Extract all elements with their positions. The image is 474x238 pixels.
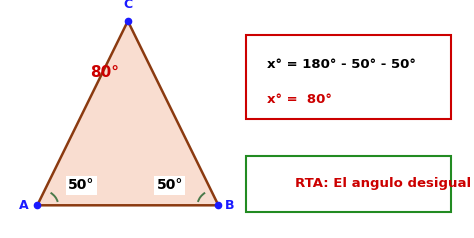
- Text: A: A: [18, 199, 28, 212]
- Text: C: C: [123, 0, 132, 11]
- Text: 50°: 50°: [156, 178, 183, 193]
- Text: x° = 180° - 50° - 50°: x° = 180° - 50° - 50°: [267, 58, 416, 71]
- FancyBboxPatch shape: [246, 156, 451, 212]
- FancyBboxPatch shape: [246, 35, 451, 119]
- Text: 80°: 80°: [90, 65, 119, 80]
- Polygon shape: [37, 21, 219, 205]
- Text: RTA: El angulo desigual es de 80°: RTA: El angulo desigual es de 80°: [295, 177, 474, 190]
- Text: B: B: [225, 199, 235, 212]
- Text: 50°: 50°: [68, 178, 95, 193]
- Text: x° =  80°: x° = 80°: [267, 93, 332, 106]
